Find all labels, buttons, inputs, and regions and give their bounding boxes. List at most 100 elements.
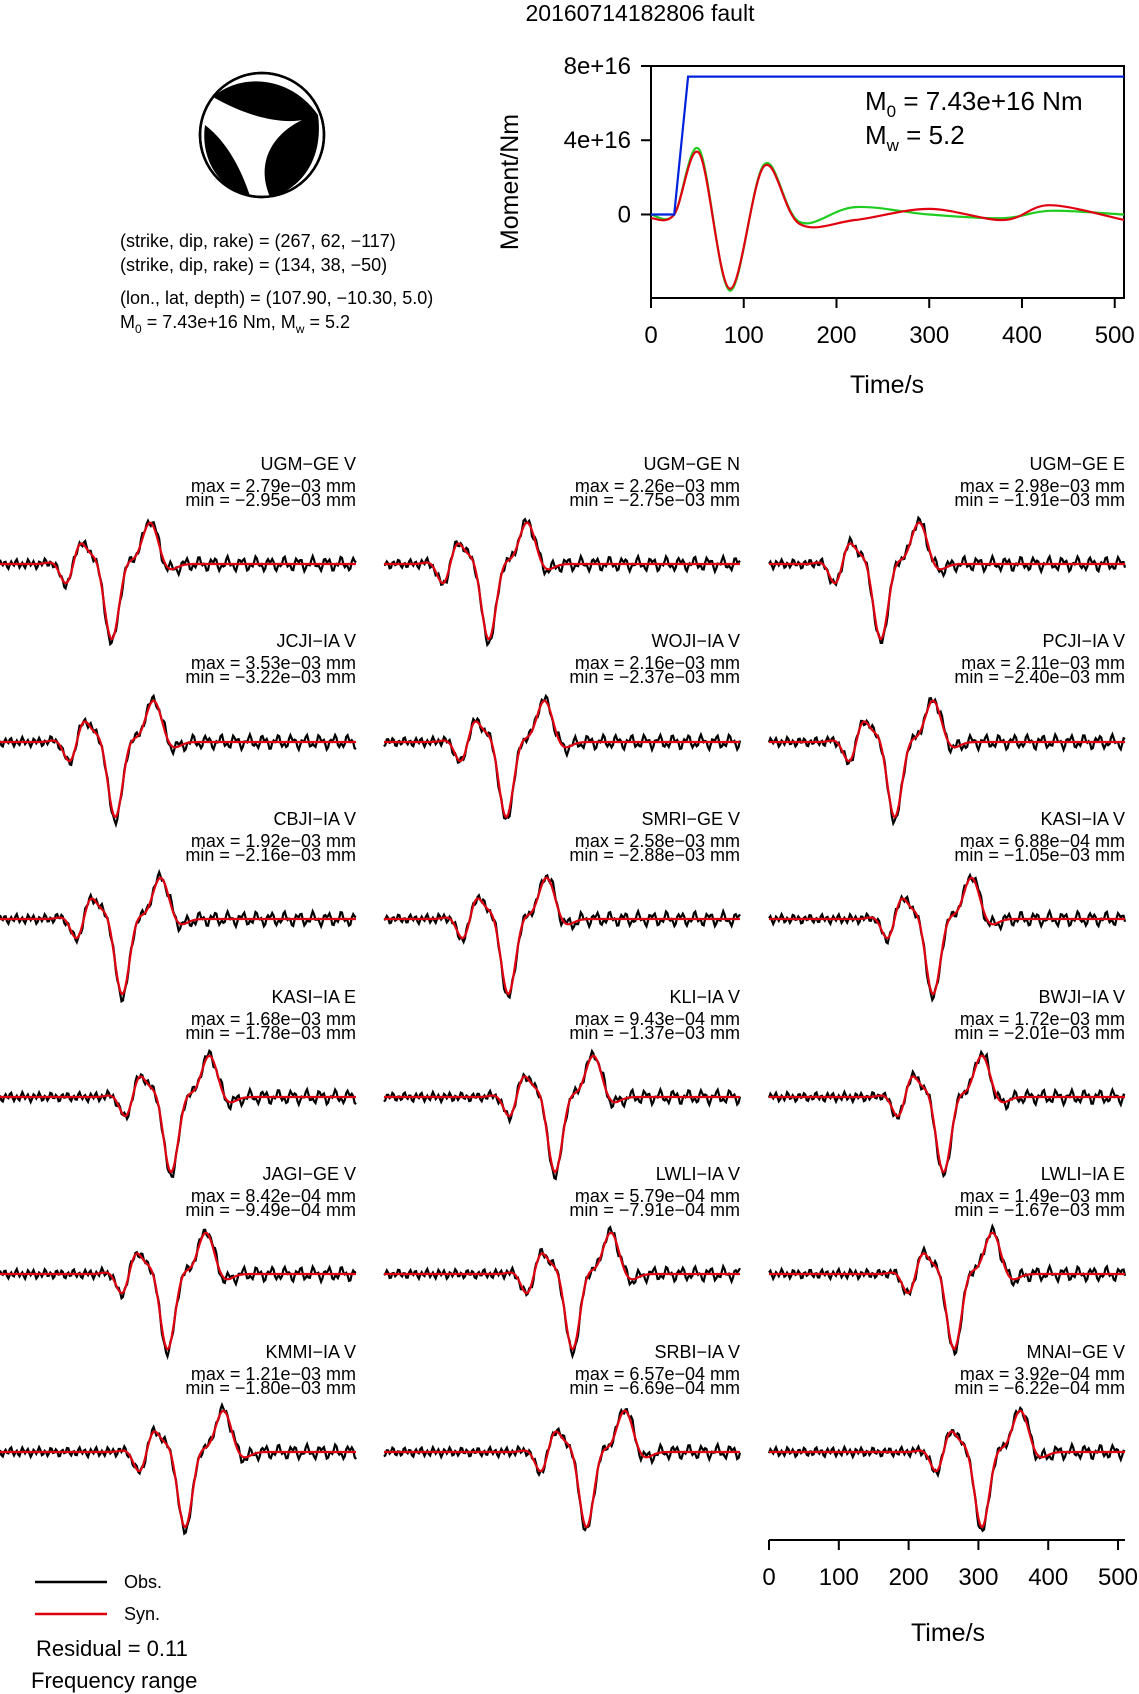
waveform-station-label: SMRI−GE V <box>641 809 740 829</box>
waveform-station-label: UGM−GE E <box>1029 454 1125 474</box>
waveform-max-label: max = 5.79e−04 mm <box>575 1186 740 1206</box>
waveform-max-label: max = 3.92e−04 mm <box>960 1364 1125 1384</box>
waveform-station-label: LWLI−IA E <box>1041 1164 1125 1184</box>
waveform-min-label: min = −1.91e−03 mm <box>954 490 1125 510</box>
legend-obs-label: Obs. <box>124 1572 162 1592</box>
beachball-compressional-quadrant-3 <box>204 125 250 196</box>
legend-syn-label: Syn. <box>124 1604 160 1624</box>
waveform-station-label: KMMI−IA V <box>265 1342 356 1362</box>
waveform-x-label: Time/s <box>911 1619 985 1647</box>
waveform-station-label: UGM−GE N <box>643 454 740 474</box>
waveform-observed <box>0 868 357 1004</box>
waveform-synthetic <box>0 1409 356 1528</box>
waveform-min-label: min = −2.88e−03 mm <box>569 845 740 865</box>
legend: Obs. Syn. Residual = 0.11 Frequency rang… <box>31 1572 197 1693</box>
mechanism-location: (lon., lat, depth) = (107.90, −10.30, 5.… <box>120 288 433 308</box>
waveform-synthetic <box>769 1409 1125 1528</box>
waveform-synthetic <box>384 521 740 641</box>
waveform-min-label: min = −2.16e−03 mm <box>185 845 356 865</box>
moment-y-tick-label: 0 <box>618 201 631 228</box>
waveform-max-label: max = 2.98e−03 mm <box>960 476 1125 496</box>
waveform-station-label: UGM−GE V <box>260 454 356 474</box>
waveform-synthetic <box>384 699 740 818</box>
waveform-synthetic <box>769 1054 1125 1174</box>
figure-title: 20160714182806 fault <box>526 0 756 26</box>
waveform-observed <box>0 518 357 647</box>
residual-label: Residual = 0.11 <box>36 1636 188 1661</box>
waveform-observed <box>767 696 1126 827</box>
waveform-max-label: max = 2.79e−03 mm <box>191 476 356 496</box>
waveform-synthetic <box>769 876 1125 995</box>
waveform-station-label: MNAI−GE V <box>1026 1342 1125 1362</box>
moment-x-tick-label: 200 <box>816 322 856 349</box>
moment-y-tick-label: 4e+16 <box>564 127 631 154</box>
waveform-x-tick-label: 0 <box>762 1564 775 1591</box>
waveform-station-label: LWLI−IA V <box>656 1164 740 1184</box>
waveform-x-tick-label: 400 <box>1028 1564 1068 1591</box>
waveform-min-label: min = −1.67e−03 mm <box>954 1200 1125 1220</box>
mechanism-plane-2: (strike, dip, rake) = (134, 38, −50) <box>120 255 387 275</box>
moment-x-tick-label: 400 <box>1002 322 1042 349</box>
waveform-x-tick-label: 200 <box>889 1564 929 1591</box>
waveform-max-label: max = 2.26e−03 mm <box>575 476 740 496</box>
waveform-observed <box>0 1401 357 1536</box>
waveform-max-label: max = 6.57e−04 mm <box>575 1364 740 1384</box>
waveform-station-label: KASI−IA V <box>1040 809 1125 829</box>
waveform-station-label: PCJI−IA V <box>1042 631 1125 651</box>
waveform-x-tick-label: 100 <box>819 1564 859 1591</box>
waveform-min-label: min = −2.75e−03 mm <box>569 490 740 510</box>
waveform-observed <box>383 1407 742 1532</box>
waveform-synthetic <box>769 521 1125 641</box>
waveform-observed <box>383 1048 742 1181</box>
moment-series-layer <box>650 75 1125 292</box>
moment-x-label: Time/s <box>850 371 924 399</box>
waveform-station-label: KLI−IA V <box>669 987 740 1007</box>
waveform-max-label: max = 3.53e−03 mm <box>191 653 356 673</box>
waveform-observed <box>767 1405 1126 1533</box>
waveform-station-label: JCJI−IA V <box>276 631 356 651</box>
waveform-min-label: min = −2.95e−03 mm <box>185 490 356 510</box>
waveform-time-axis: 0 100 200 300 400 500 <box>762 1539 1138 1591</box>
waveform-station-label: JAGI−GE V <box>262 1164 356 1184</box>
waveform-synthetic <box>0 521 356 641</box>
waveform-station-label: KASI−IA E <box>271 987 356 1007</box>
waveform-max-label: max = 1.49e−03 mm <box>960 1186 1125 1206</box>
waveform-max-label: max = 1.72e−03 mm <box>960 1009 1125 1029</box>
waveform-synthetic <box>0 1054 356 1173</box>
waveform-observed <box>768 1223 1127 1357</box>
waveform-min-label: min = −1.80e−03 mm <box>185 1378 356 1398</box>
waveform-min-label: min = −6.22e−04 mm <box>954 1378 1125 1398</box>
waveform-observed <box>0 693 357 829</box>
waveform-observed <box>768 872 1127 1003</box>
waveform-synthetic <box>769 1231 1125 1350</box>
waveform-synthetic <box>384 876 740 996</box>
mechanism-moment: M0 = 7.43e+16 Nm, Mw = 5.2 <box>120 312 350 336</box>
waveform-station-label: SRBI−IA V <box>654 1342 740 1362</box>
waveform-min-label: min = −3.22e−03 mm <box>185 667 356 687</box>
waveform-synthetic <box>384 1409 740 1529</box>
moment-mw-annotation: Mw = 5.2 <box>865 120 965 155</box>
frequency-range-label: Frequency range <box>31 1668 197 1693</box>
waveform-x-tick-label: 500 <box>1098 1564 1138 1591</box>
waveform-max-label: max = 1.21e−03 mm <box>191 1364 356 1384</box>
moment-m0-annotation: M0 = 7.43e+16 Nm <box>865 86 1083 121</box>
waveform-min-label: min = −2.40e−03 mm <box>954 667 1125 687</box>
waveform-max-label: max = 1.92e−03 mm <box>191 831 356 851</box>
beachball-compressional-quadrant-1 <box>213 81 318 122</box>
waveform-max-label: max = 2.16e−03 mm <box>575 653 740 673</box>
waveform-x-tick-label: 300 <box>958 1564 998 1591</box>
waveform-min-label: min = −1.37e−03 mm <box>569 1023 740 1043</box>
